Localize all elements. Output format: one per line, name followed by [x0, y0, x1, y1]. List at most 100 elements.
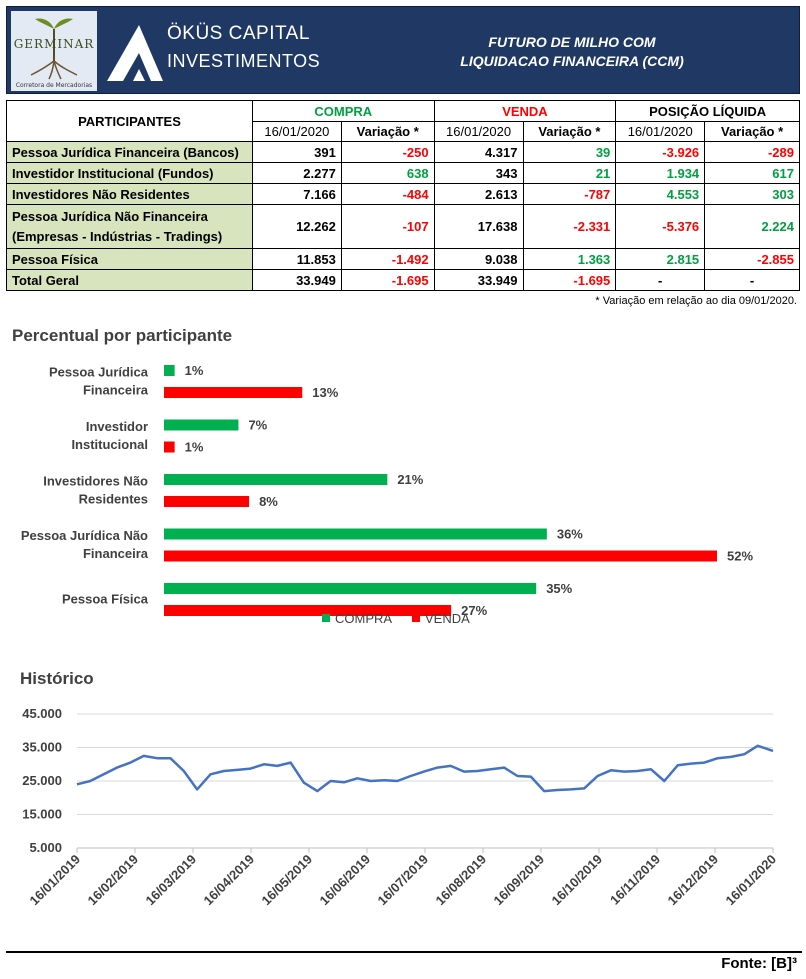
bar-venda — [164, 496, 250, 507]
brand-name-line1: ÖKÜS CAPITAL — [167, 23, 310, 44]
cell-pos-var: -2.855 — [704, 248, 800, 270]
bar-value-label: 36% — [557, 527, 583, 542]
cell-compra-var: -1.492 — [340, 248, 435, 270]
cell-compra-var: 638 — [340, 162, 435, 184]
group-posicao-liquida: POSIÇÃO LÍQUIDA — [615, 100, 800, 122]
legend-swatch-venda — [412, 614, 420, 622]
col-compra-var: Variação * — [340, 121, 435, 142]
cell-compra: 12.262 — [251, 204, 342, 249]
bar-compra — [164, 528, 547, 540]
bar-value-label: 1% — [185, 440, 204, 455]
x-tick-label: 16/06/2019 — [316, 852, 373, 909]
bar-venda — [164, 387, 303, 398]
x-tick-label: 16/08/2019 — [432, 852, 489, 909]
x-tick-label: 16/12/2019 — [664, 852, 721, 909]
logo-subtitle: Corretora de Mercadorias — [15, 82, 93, 89]
total-compra: 33.949 — [251, 269, 342, 291]
cell-compra: 7.166 — [251, 183, 342, 205]
cell-pos-var: 617 — [704, 162, 800, 184]
report-header: GERMINAR Corretora de Mercadorias ÖKÜS C… — [6, 6, 800, 94]
cell-pos-var: -289 — [704, 141, 800, 163]
bar-compra — [164, 583, 537, 594]
bar-value-label: 27% — [461, 603, 487, 618]
bar-venda — [164, 550, 717, 562]
legend-swatch-compra — [322, 614, 330, 622]
bar-venda — [164, 605, 452, 616]
bar-compra — [164, 365, 175, 376]
bar-compra — [164, 419, 239, 431]
group-compra: COMPRA — [251, 100, 435, 122]
col-pos-date: 16/01/2020 — [615, 121, 706, 142]
cell-pos: -5.376 — [615, 204, 706, 249]
category-label: Residentes — [79, 492, 148, 507]
cell-venda: 343 — [433, 162, 524, 184]
cell-venda-var: -787 — [522, 183, 617, 205]
total-compra-var: -1.695 — [340, 269, 435, 291]
cell-venda-var: 21 — [522, 162, 617, 184]
row-label: Pessoa Jurídica Financeira (Bancos) — [6, 141, 253, 163]
logo-text: GERMINAR — [13, 37, 95, 51]
cell-compra-var: -250 — [340, 141, 435, 163]
total-pos-var: - — [704, 269, 800, 291]
cell-pos-var: 2.224 — [704, 204, 800, 249]
category-label: Pessoa Jurídica Não — [21, 528, 148, 543]
table-row: Investidor Institucional (Fundos) 2.277 … — [6, 162, 800, 184]
y-tick-label: 15.000 — [22, 807, 62, 822]
table-row: Pessoa Jurídica Financeira (Bancos) 391 … — [6, 141, 800, 163]
bar-value-label: 35% — [546, 581, 572, 596]
category-label: Pessoa Física — [62, 592, 149, 607]
bottom-divider — [6, 951, 802, 953]
x-tick-label: 16/02/2019 — [84, 852, 141, 909]
category-label: Institucional — [71, 437, 148, 452]
cell-compra: 391 — [251, 141, 342, 163]
col-compra-date: 16/01/2020 — [251, 121, 342, 142]
x-tick-label: 16/04/2019 — [200, 852, 257, 909]
contract-title: FUTURO DE MILHO COM LIQUIDACAO FINANCEIR… — [407, 33, 737, 71]
history-series-line — [76, 744, 774, 793]
cell-venda: 9.038 — [433, 248, 524, 270]
x-tick-label: 16/01/2020 — [722, 852, 779, 909]
cell-pos-var: 303 — [704, 183, 800, 205]
y-tick-label: 25.000 — [22, 773, 62, 788]
legend-label: COMPRA — [335, 611, 392, 626]
category-label: Financeira — [83, 546, 149, 561]
source-label: Fonte: [B]³ — [721, 955, 797, 972]
cell-compra-var: -484 — [340, 183, 435, 205]
category-label: Investidores Não — [43, 474, 148, 489]
x-tick-label: 16/05/2019 — [258, 852, 315, 909]
cell-compra-var: -107 — [340, 204, 435, 249]
row-label: Pessoa Jurídica Não Financeira (Empresas… — [6, 204, 253, 249]
table-row: Pessoa Jurídica Não Financeira (Empresas… — [6, 204, 800, 249]
bar-value-label: 8% — [259, 494, 278, 509]
contract-title-line2: LIQUIDACAO FINANCEIRA (CCM) — [460, 53, 684, 69]
bar-compra — [164, 474, 388, 485]
row-label-line1: Pessoa Jurídica Não Financeira — [12, 208, 208, 224]
contract-title-line1: FUTURO DE MILHO COM — [488, 34, 656, 50]
row-label: Investidores Não Residentes — [6, 183, 253, 205]
sprout-icon — [30, 18, 78, 80]
category-label: Pessoa Jurídica — [49, 365, 149, 380]
cell-venda-var: 1.363 — [522, 248, 617, 270]
col-venda-date: 16/01/2020 — [433, 121, 524, 142]
cell-venda: 4.317 — [433, 141, 524, 163]
brand-name-line2: INVESTIMENTOS — [167, 51, 321, 71]
col-pos-var: Variação * — [704, 121, 800, 142]
table-total-row: Total Geral 33.949 -1.695 33.949 -1.695 … — [6, 269, 800, 291]
cell-compra: 11.853 — [251, 248, 342, 270]
y-tick-label: 35.000 — [22, 740, 62, 755]
x-tick-label: 16/03/2019 — [142, 852, 199, 909]
bar-chart-title: Percentual por participante — [12, 326, 233, 345]
x-tick-label: 16/01/2019 — [26, 852, 83, 909]
bar-value-label: 21% — [397, 472, 423, 487]
table-row: Pessoa Física 11.853 -1.492 9.038 1.363 … — [6, 248, 800, 270]
participant-bar-chart: Pessoa Jurídica Financeira 1% 13% Investidor… — [21, 363, 754, 626]
bar-value-label: 13% — [312, 385, 338, 400]
total-pos: - — [615, 269, 706, 291]
y-tick-label: 5.000 — [29, 840, 62, 855]
total-venda: 33.949 — [433, 269, 524, 291]
category-label: Financeira — [83, 383, 149, 398]
cell-venda: 2.613 — [433, 183, 524, 205]
x-tick-label: 16/07/2019 — [374, 852, 431, 909]
cell-compra: 2.277 — [251, 162, 342, 184]
